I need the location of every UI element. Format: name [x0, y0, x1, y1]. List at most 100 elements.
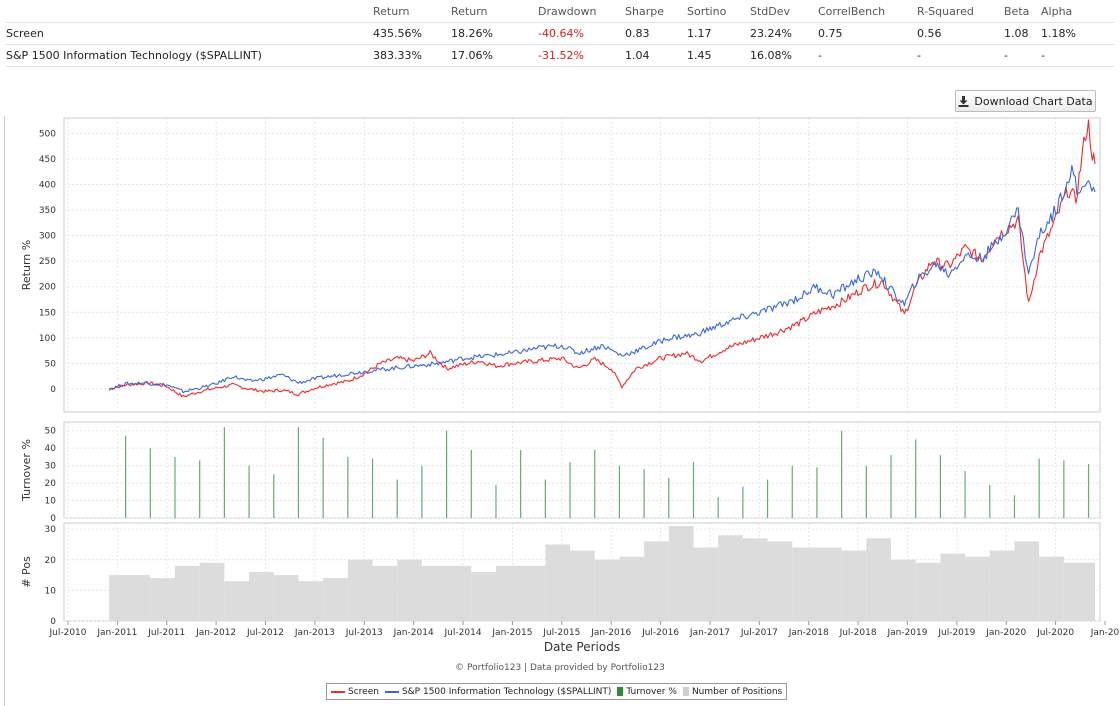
stats-header-name	[6, 2, 373, 23]
positions-bar	[989, 550, 1015, 621]
x-tick-label: Jan-2016	[590, 628, 631, 638]
y-tick-label: 40	[45, 444, 57, 454]
turnover-panel: 0 10 20 30 40 50 Turnover %	[20, 421, 1101, 524]
stats-header-sortino: Sortino	[687, 2, 750, 23]
y-tick-label: 20	[45, 556, 57, 566]
x-tick-label: Jan-2014	[393, 628, 434, 638]
y-tick-label: 250	[39, 257, 56, 267]
x-tick-label: Jan-2011	[96, 628, 137, 638]
stats-header-correlbench: CorrelBench	[818, 2, 917, 23]
stats-cell: -	[1041, 44, 1114, 67]
stats-cell-drawdown: -40.64%	[538, 22, 625, 45]
positions-bar	[1039, 556, 1064, 621]
legend-item-screen[interactable]: Screen	[331, 687, 379, 697]
stats-cell: 1.08	[1004, 22, 1041, 45]
y-tick-label: 450	[39, 155, 56, 165]
positions-bar	[619, 556, 645, 621]
positions-bar	[224, 581, 250, 621]
positions-bar	[495, 565, 546, 621]
legend-item-turnover[interactable]: Turnover %	[617, 687, 677, 697]
stats-cell: 383.33%	[373, 44, 451, 67]
positions-bar	[570, 550, 595, 621]
positions-bar	[965, 556, 990, 621]
x-axis-label: Date Periods	[544, 640, 620, 654]
stats-cell: 1.04	[625, 44, 687, 67]
stats-cell: 435.56%	[373, 22, 451, 45]
positions-bar	[1063, 562, 1096, 621]
stats-cell: 0.56	[917, 22, 1004, 45]
legend-turnover-label: Turnover %	[626, 686, 677, 697]
turnover-panel-plot-area	[63, 421, 1101, 519]
positions-bar	[792, 547, 842, 621]
download-chart-data-button[interactable]: Download Chart Data	[955, 90, 1096, 112]
positions-bar	[421, 565, 472, 621]
stats-cell-drawdown: -31.52%	[538, 44, 625, 67]
y-tick-label: 0	[50, 514, 56, 524]
y-tick-label: 50	[45, 427, 57, 437]
x-tick-label: Jul-2017	[740, 628, 778, 638]
stats-cell: -	[818, 44, 917, 67]
y-tick-label: 100	[39, 334, 56, 344]
x-tick-label: Jul-2010	[48, 628, 86, 638]
positions-bar	[866, 538, 892, 621]
chart-credits: © Portfolio123 | Data provided by Portfo…	[455, 663, 665, 673]
positions-bar	[372, 565, 398, 621]
stats-cell: 0.75	[818, 22, 917, 45]
x-tick-label: Jul-2018	[839, 628, 877, 638]
positions-bar	[323, 578, 348, 621]
x-tick-label: Jul-2019	[937, 628, 975, 638]
x-tick-label: Jan-2018	[788, 628, 829, 638]
screen-series-line	[109, 119, 1096, 398]
x-tick-label: Jul-2014	[444, 628, 482, 638]
positions-bar	[471, 572, 496, 621]
y-tick-label: 300	[39, 232, 56, 242]
y-tick-label: 0	[50, 617, 56, 627]
chart-legend: Screen S&P 1500 Information Technology (…	[326, 683, 788, 700]
y-tick-label: 400	[39, 180, 56, 190]
stats-cell: 1.17	[687, 22, 750, 45]
y-axis-label: Turnover %	[20, 439, 33, 502]
stats-table: Return Return Drawdown Sharpe Sortino St…	[6, 2, 1114, 67]
legend-screen-marker	[331, 690, 345, 693]
x-tick-label: Jul-2015	[542, 628, 580, 638]
positions-bar	[891, 559, 916, 621]
positions-bar	[594, 559, 620, 621]
x-tick-label: Jul-2011	[147, 628, 185, 638]
x-tick-label: Jan-2020	[985, 628, 1026, 638]
legend-turnover-marker	[617, 687, 624, 696]
x-tick-label: Jan-20	[1090, 628, 1120, 638]
y-tick-label: 30	[45, 525, 57, 535]
stats-header-total-return: Return	[373, 2, 451, 23]
download-button-label: Download Chart Data	[974, 94, 1093, 108]
stats-cell: 17.06%	[451, 44, 538, 67]
positions-bar	[718, 535, 743, 621]
y-tick-label: 20	[45, 479, 57, 489]
positions-bar	[397, 559, 422, 621]
positions-bar	[644, 541, 669, 621]
stats-header-alpha: Alpha	[1041, 2, 1114, 23]
legend-item-positions[interactable]: Number of Positions	[682, 687, 782, 697]
stats-cell: -	[917, 44, 1004, 67]
positions-bar	[249, 572, 274, 621]
stats-row-name: S&P 1500 Information Technology ($SPALLI…	[6, 44, 373, 67]
legend-screen-label: Screen	[348, 686, 379, 697]
stats-cell: 18.26%	[451, 22, 538, 45]
positions-bar	[693, 547, 719, 621]
legend-item-benchmark[interactable]: S&P 1500 Information Technology ($SPALLI…	[384, 686, 612, 697]
legend-benchmark-marker	[384, 690, 399, 693]
y-axis-label: # Pos	[20, 556, 33, 588]
x-tick-label: Jul-2016	[641, 628, 679, 638]
stats-header-rsquared: R-Squared	[917, 2, 1004, 23]
benchmark-series-line	[108, 165, 1096, 394]
positions-bar	[347, 559, 373, 621]
returns-panel: 0 50 100 150 200 250 300 350 400 450 500 Return %	[20, 117, 1101, 413]
stats-cell: 0.83	[625, 22, 687, 45]
y-tick-label: 350	[39, 206, 56, 216]
stats-header-stddev: StdDev	[750, 2, 818, 23]
y-tick-label: 0	[50, 385, 56, 395]
stats-header-annual-return: Return	[451, 2, 538, 23]
stats-header-drawdown: Drawdown	[538, 2, 625, 23]
legend-benchmark-label: S&P 1500 Information Technology ($SPALLI…	[401, 686, 612, 697]
x-tick-label: Jan-2015	[491, 628, 532, 638]
